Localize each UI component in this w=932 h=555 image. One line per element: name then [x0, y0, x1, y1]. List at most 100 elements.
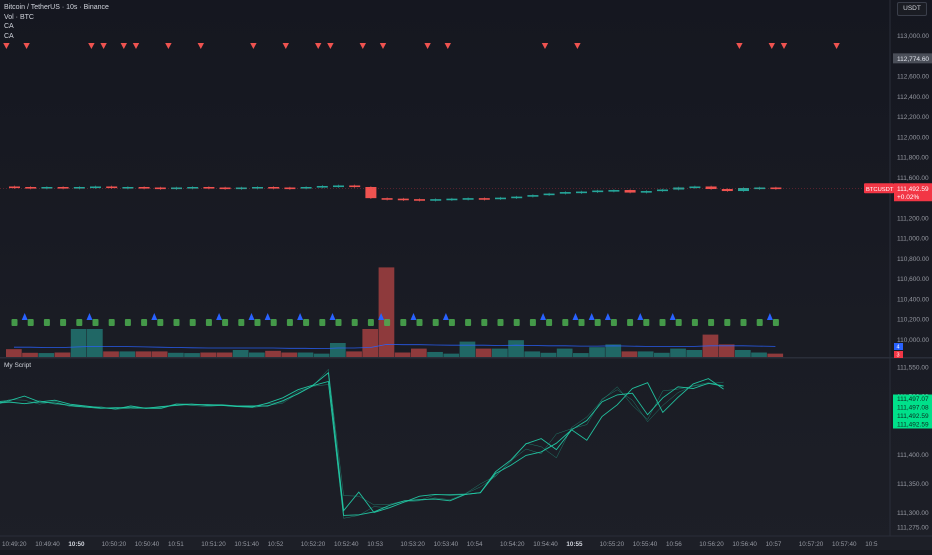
buy-signal-marker[interactable]: [400, 319, 407, 326]
volume-bar[interactable]: [313, 353, 330, 357]
buy-signal-marker[interactable]: [659, 319, 666, 326]
buy-signal-marker[interactable]: [189, 319, 196, 326]
candle[interactable]: [446, 198, 458, 201]
legend-volume[interactable]: Vol · BTC: [4, 13, 34, 21]
volume-bar[interactable]: [119, 351, 136, 357]
volume-bar[interactable]: [508, 340, 524, 357]
buy-signal-marker[interactable]: [724, 319, 731, 326]
candle[interactable]: [640, 191, 652, 193]
candle[interactable]: [689, 186, 701, 189]
volume-bar[interactable]: [459, 341, 476, 357]
currency-selector[interactable]: USDT: [897, 2, 927, 16]
candle[interactable]: [721, 189, 733, 192]
volume-bar[interactable]: [362, 329, 379, 357]
candle[interactable]: [576, 191, 587, 194]
candle[interactable]: [284, 187, 296, 190]
buy-signal-marker[interactable]: [303, 319, 310, 326]
volume-bar[interactable]: [637, 351, 654, 357]
volume-bar[interactable]: [330, 343, 346, 357]
signal-triangle-marker[interactable]: [264, 313, 271, 320]
volume-bar[interactable]: [135, 351, 152, 357]
symbol-tag[interactable]: BTCUSDT: [866, 187, 894, 193]
candle[interactable]: [122, 186, 134, 189]
volume-bar[interactable]: [751, 352, 767, 357]
buy-signal-marker[interactable]: [141, 319, 148, 326]
buy-signal-marker[interactable]: [11, 319, 18, 326]
volume-bar[interactable]: [443, 353, 460, 357]
signal-triangle-marker[interactable]: [297, 313, 304, 320]
candle[interactable]: [252, 186, 263, 189]
buy-signal-marker[interactable]: [513, 319, 520, 326]
candle[interactable]: [25, 186, 37, 189]
buy-signal-marker[interactable]: [465, 319, 472, 326]
candle[interactable]: [203, 186, 215, 189]
signal-triangle-marker[interactable]: [540, 313, 547, 320]
sell-signal-marker[interactable]: [3, 43, 10, 49]
volume-bar[interactable]: [38, 353, 55, 357]
symbol-title[interactable]: Bitcoin / TetherUS · 10s · Binance: [4, 4, 109, 11]
candle[interactable]: [543, 193, 555, 196]
buy-signal-marker[interactable]: [60, 319, 67, 326]
volume-bar[interactable]: [216, 352, 233, 357]
sell-signal-marker[interactable]: [541, 43, 549, 49]
volume-bar[interactable]: [686, 350, 703, 357]
candle[interactable]: [268, 186, 280, 189]
volume-bar[interactable]: [168, 352, 184, 357]
volume-bar[interactable]: [346, 351, 362, 357]
buy-signal-marker[interactable]: [367, 319, 374, 326]
candle[interactable]: [381, 198, 393, 200]
buy-signal-marker[interactable]: [205, 319, 212, 326]
buy-signal-marker[interactable]: [335, 319, 342, 326]
volume-bar[interactable]: [670, 348, 686, 357]
candle[interactable]: [624, 190, 636, 193]
buy-signal-marker[interactable]: [675, 319, 682, 326]
volume-bar[interactable]: [265, 350, 281, 357]
volume-bar[interactable]: [103, 351, 119, 357]
volume-bar[interactable]: [524, 351, 541, 357]
buy-signal-marker[interactable]: [286, 319, 293, 326]
volume-bar[interactable]: [200, 352, 217, 357]
candle[interactable]: [705, 186, 717, 190]
buy-signal-marker[interactable]: [254, 319, 261, 326]
candle[interactable]: [770, 187, 782, 190]
volume-bar[interactable]: [492, 348, 508, 357]
sell-signal-marker[interactable]: [424, 43, 431, 49]
candle[interactable]: [397, 198, 409, 201]
volume-bar[interactable]: [411, 348, 427, 357]
buy-signal-marker[interactable]: [546, 319, 553, 326]
sell-signal-marker[interactable]: [100, 43, 107, 49]
candle[interactable]: [300, 186, 312, 189]
sell-signal-marker[interactable]: [315, 43, 322, 49]
buy-signal-marker[interactable]: [157, 319, 164, 326]
buy-signal-marker[interactable]: [529, 319, 536, 326]
candle[interactable]: [478, 198, 490, 200]
buy-signal-marker[interactable]: [92, 319, 99, 326]
pane-separator[interactable]: [0, 357, 932, 359]
signal-triangle-marker[interactable]: [637, 313, 644, 320]
candle[interactable]: [187, 186, 199, 189]
volume-bar[interactable]: [621, 351, 638, 357]
sell-signal-marker[interactable]: [736, 43, 743, 49]
sell-signal-marker[interactable]: [768, 43, 775, 49]
buy-signal-marker[interactable]: [772, 319, 779, 326]
signal-triangle-marker[interactable]: [588, 313, 595, 320]
volume-bar[interactable]: [249, 352, 265, 357]
candle[interactable]: [462, 198, 474, 200]
candle[interactable]: [138, 186, 150, 189]
volume-bar[interactable]: [54, 352, 71, 357]
candle[interactable]: [154, 187, 166, 190]
volume-bar[interactable]: [87, 329, 103, 357]
candle[interactable]: [673, 187, 685, 190]
buy-signal-marker[interactable]: [578, 319, 585, 326]
indicator-pane-title[interactable]: My Script: [4, 362, 32, 369]
volume-bar[interactable]: [297, 352, 314, 357]
candle[interactable]: [316, 185, 328, 188]
buy-signal-marker[interactable]: [124, 319, 131, 326]
volume-bar[interactable]: [22, 352, 38, 357]
buy-signal-marker[interactable]: [319, 319, 326, 326]
candle[interactable]: [73, 186, 85, 189]
candle[interactable]: [9, 186, 20, 189]
sell-signal-marker[interactable]: [132, 43, 140, 49]
